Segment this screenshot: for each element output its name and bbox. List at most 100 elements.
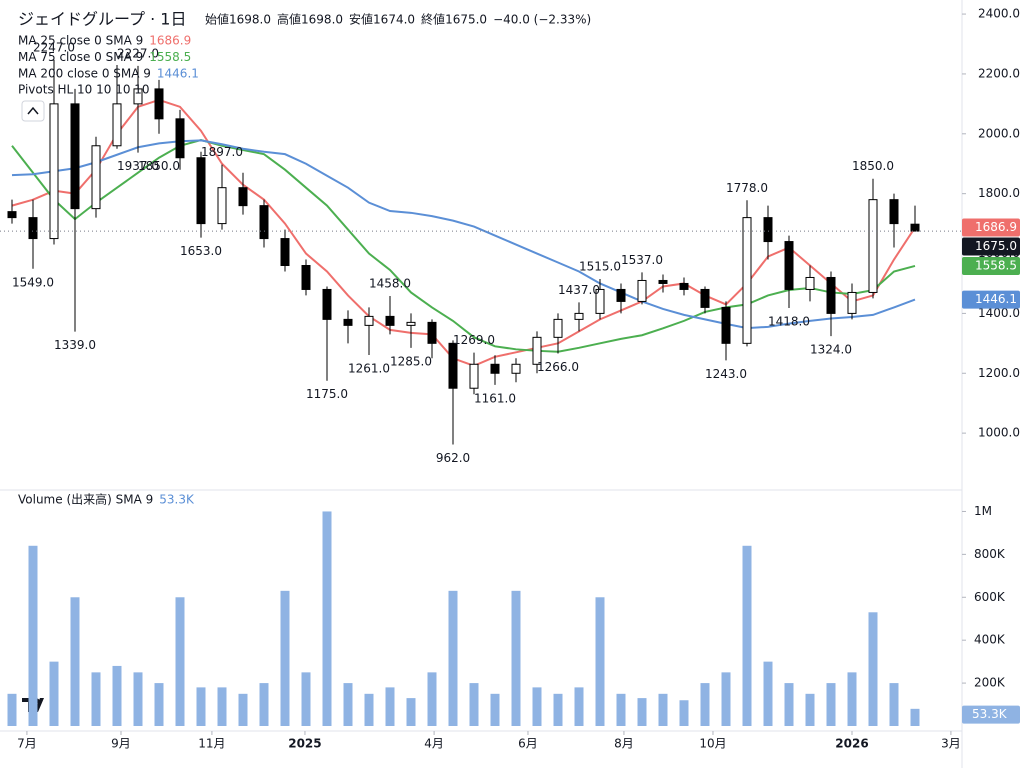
candle-body <box>511 363 521 374</box>
x-tick-label: 7月 <box>17 737 37 751</box>
candle-body <box>742 217 752 344</box>
price-tag <box>962 237 1020 256</box>
candle-body <box>868 199 878 293</box>
candle-body <box>805 276 815 290</box>
y-tick-label: 1000.0 <box>978 426 1020 440</box>
volume-bar <box>154 683 164 726</box>
volume-bar <box>28 545 38 726</box>
volume-bar <box>763 661 773 726</box>
pivot-label: 1778.0 <box>726 181 768 195</box>
pivot-label: 1161.0 <box>474 391 516 405</box>
candle-body <box>784 241 794 290</box>
price-tag <box>962 218 1020 237</box>
quote-value: 1674.0 <box>373 13 415 27</box>
volume-bar <box>322 511 332 726</box>
candle-body <box>112 103 122 147</box>
candle-body <box>532 336 542 365</box>
volume-tick-label: 800K <box>974 547 1006 561</box>
candle-body <box>196 157 206 225</box>
volume-bar <box>112 665 122 726</box>
volume-bar <box>70 597 80 726</box>
pivot-label: 1175.0 <box>306 387 348 401</box>
volume-bar <box>700 683 710 726</box>
quote-value: 1698.0 <box>301 13 343 27</box>
pivot-label: 1537.0 <box>621 253 663 267</box>
candle-body <box>70 103 80 210</box>
volume-tick-label: 200K <box>974 676 1006 690</box>
candle-body <box>574 312 584 320</box>
volume-bar <box>217 687 227 726</box>
ma-line <box>11 139 916 353</box>
candle-body <box>910 223 920 232</box>
legend-label: MA 75 close 0 SMA 9 <box>18 50 143 64</box>
candle-body <box>175 118 185 159</box>
x-tick-label: 3月 <box>941 737 961 751</box>
pivot-label: 1458.0 <box>369 277 411 291</box>
candle-body <box>700 288 710 308</box>
y-tick-label: 2000.0 <box>978 126 1020 140</box>
candle-body <box>301 265 311 290</box>
volume-bar <box>742 545 752 726</box>
candle-body <box>469 363 479 389</box>
volume-bar <box>574 687 584 726</box>
pivot-label: 1285.0 <box>390 354 432 368</box>
x-tick-label: 11月 <box>198 737 225 751</box>
volume-tick-label: 600K <box>974 590 1006 604</box>
candle-body <box>133 88 143 105</box>
pivot-label: 1937.0 <box>117 159 159 173</box>
pivot-label: 2247.0 <box>33 40 75 54</box>
volume-bar <box>469 683 479 726</box>
volume-legend-value: 53.3K <box>159 493 195 507</box>
volume-bar <box>679 700 689 726</box>
volume-bar <box>238 693 248 726</box>
volume-bar <box>826 683 836 726</box>
legend-label: MA 200 close 0 SMA 9 <box>18 67 151 81</box>
quote-name: 安値 <box>349 12 373 27</box>
quote-name: 高値 <box>277 12 301 27</box>
volume-tag-label: 53.3K <box>972 707 1008 721</box>
x-tick-label: 2026 <box>835 737 868 751</box>
volume-bar <box>910 708 920 726</box>
candle-body <box>826 276 836 314</box>
price-tag-label: 1675.0 <box>975 239 1017 253</box>
candle-body <box>637 279 647 302</box>
volume-bar <box>721 672 731 726</box>
candle-body <box>763 217 773 243</box>
candle-body <box>889 199 899 225</box>
legend-value: 1446.1 <box>157 67 199 81</box>
x-tick-label: 9月 <box>111 737 131 751</box>
volume-bar <box>616 693 626 726</box>
pivot-label: 1266.0 <box>537 360 579 374</box>
candle-body <box>7 211 17 219</box>
x-tick-label: 6月 <box>518 737 538 751</box>
x-tick-label: 2025 <box>288 737 321 751</box>
pivot-label: 1324.0 <box>810 343 852 357</box>
candle-body <box>847 291 857 314</box>
volume-bar <box>385 687 395 726</box>
legend-label: Pivots HL 10 10 10 10 <box>18 83 150 97</box>
pivot-label: 1549.0 <box>12 275 54 289</box>
volume-bar <box>847 672 857 726</box>
volume-bar <box>805 693 815 726</box>
volume-bar <box>91 672 101 726</box>
pivot-label: 962.0 <box>436 451 470 465</box>
candle-body <box>595 288 605 314</box>
volume-bar <box>868 612 878 726</box>
candle-body <box>280 238 290 267</box>
quote-value: 1698.0 <box>229 13 271 27</box>
price-tag-label: 1558.5 <box>975 258 1017 272</box>
candle-body <box>616 288 626 302</box>
ma-line <box>11 139 916 330</box>
legend-label: MA 25 close 0 SMA 9 <box>18 34 143 48</box>
pivot-label: 2227.0 <box>117 46 159 60</box>
volume-tick-label: 400K <box>974 633 1006 647</box>
candle-body <box>238 187 248 207</box>
volume-legend: Volume (出来高) SMA 9 <box>18 492 153 507</box>
volume-bar <box>427 672 437 726</box>
y-tick-label: 2400.0 <box>978 7 1020 21</box>
volume-bar <box>301 672 311 726</box>
pivot-label: 1418.0 <box>768 315 810 329</box>
pivot-label: 1897.0 <box>201 145 243 159</box>
collapse-button[interactable] <box>21 100 45 122</box>
price-tag-label: 1446.1 <box>975 292 1017 306</box>
